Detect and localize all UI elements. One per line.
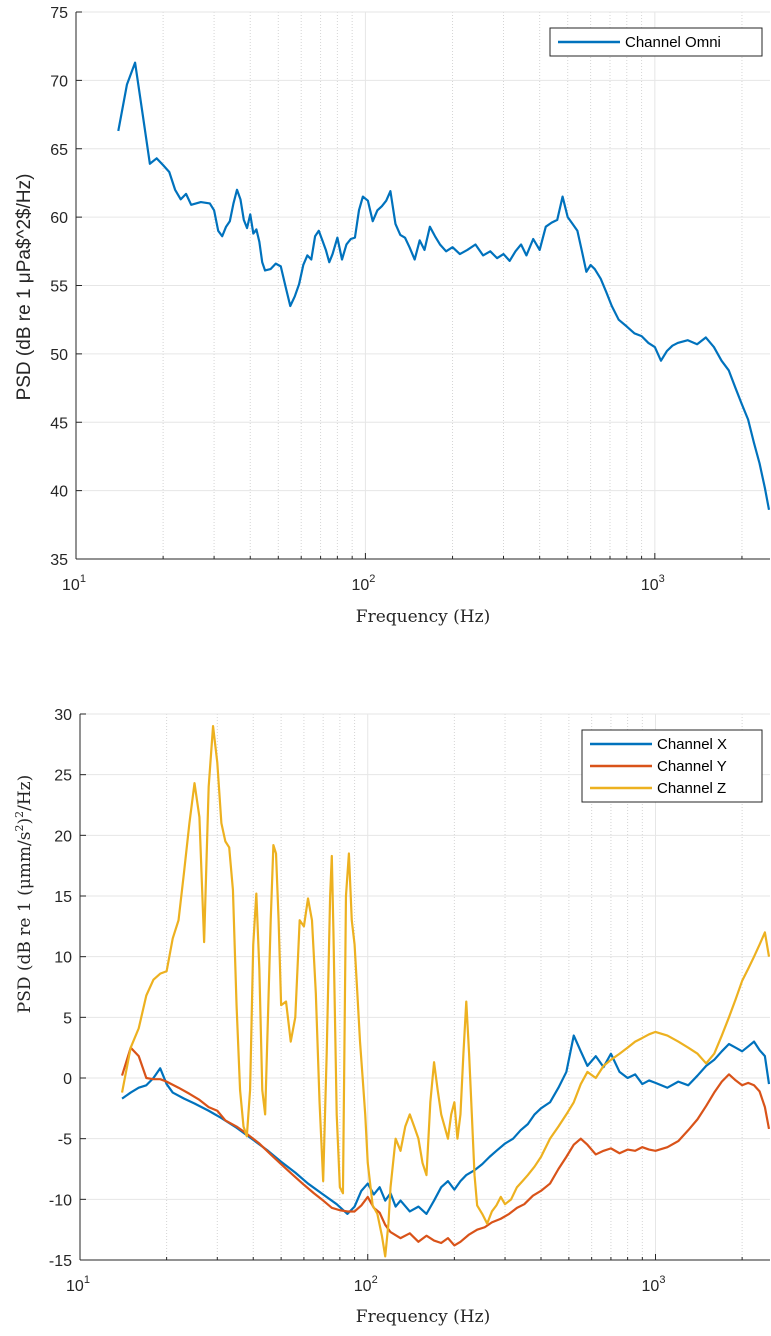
y-tick-label: 65 xyxy=(50,142,68,159)
y-tick-label: 55 xyxy=(50,279,68,296)
y-tick-label: 35 xyxy=(50,552,68,569)
y-tick-label: 70 xyxy=(50,73,68,90)
plot-area xyxy=(120,725,770,1258)
plot-area xyxy=(117,61,770,510)
y-tick-label: 0 xyxy=(63,1071,72,1088)
legend-label: Channel Y xyxy=(657,758,727,775)
legend: Channel Omni xyxy=(549,27,763,57)
y-label-main: PSD (dB re 1 (μmm/s xyxy=(15,832,35,1014)
y-tick-label: 75 xyxy=(50,5,68,22)
x-tick-label: 102 xyxy=(351,573,375,594)
y-label-sup: 2 xyxy=(13,825,26,832)
y-tick-label: 5 xyxy=(63,1010,72,1027)
y-tick-label: 30 xyxy=(54,707,72,724)
legend-label: Channel Z xyxy=(657,780,726,797)
legend-label: Channel Omni xyxy=(625,34,721,51)
x-tick-label: 102 xyxy=(354,1274,378,1295)
tick-labels: -15 -10 -5 0 5 10 15 20 25 30 101 102 103 xyxy=(49,707,666,1295)
y-tick-label: 20 xyxy=(54,828,72,845)
y-tick-label: 45 xyxy=(50,415,68,432)
y-label-sup2: 2 xyxy=(13,811,26,818)
y-tick-label: 25 xyxy=(54,768,72,785)
xyz-psd-chart: -15 -10 -5 0 5 10 15 20 25 30 101 102 103 Frequency … xyxy=(13,707,770,1327)
axes xyxy=(75,11,770,560)
y-axis-label: PSD (dB re 1 (μmm/s2)2/Hz) xyxy=(13,775,35,1014)
legend-label: Channel X xyxy=(657,736,727,753)
series-line-1 xyxy=(117,61,770,510)
y-tick-label: 40 xyxy=(50,484,68,501)
x-tick-label: 101 xyxy=(66,1274,90,1295)
series-line-3 xyxy=(120,725,770,1258)
y-tick-label: -10 xyxy=(49,1192,72,1209)
x-tick-label: 101 xyxy=(62,573,86,594)
axes xyxy=(79,713,770,1261)
x-axis-label: Frequency (Hz) xyxy=(356,607,490,627)
grid xyxy=(79,713,770,1261)
grid xyxy=(75,11,770,560)
y-tick-label: -15 xyxy=(49,1253,72,1270)
legend: Channel X Channel Y Channel Z xyxy=(581,729,763,803)
omni-psd-chart: 35 40 45 50 55 60 65 70 75 101 102 103 Frequency (H… xyxy=(14,5,770,627)
y-tick-label: 60 xyxy=(50,210,68,227)
y-tick-label: 10 xyxy=(54,950,72,967)
x-axis-label: Frequency (Hz) xyxy=(356,1307,490,1327)
y-axis-label: PSD (dB re 1 μPa$^2$/Hz) xyxy=(14,174,35,401)
tick-labels: 35 40 45 50 55 60 65 70 75 101 102 103 xyxy=(50,5,665,594)
y-tick-label: -5 xyxy=(58,1132,72,1149)
y-tick-label: 15 xyxy=(54,889,72,906)
x-tick-label: 103 xyxy=(641,573,665,594)
y-tick-label: 50 xyxy=(50,347,68,364)
y-label-end: /Hz) xyxy=(15,775,35,811)
series-line-2 xyxy=(120,1046,770,1247)
y-label-mid: ) xyxy=(15,818,35,825)
x-tick-label: 103 xyxy=(642,1274,666,1295)
series-line-1 xyxy=(121,1034,770,1215)
